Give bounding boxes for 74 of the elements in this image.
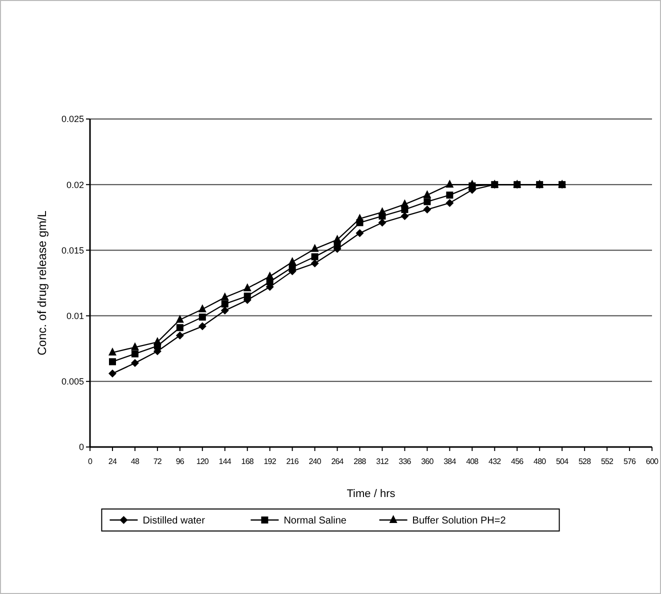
x-tick-label: 0 [88,457,93,466]
point [423,190,432,198]
x-tick-label: 216 [286,457,300,466]
legend-label: Buffer Solution PH=2 [412,516,506,526]
point [220,292,229,300]
point [131,350,138,358]
point [108,358,116,366]
x-tick-label: 384 [444,457,457,466]
point [468,180,476,188]
point [244,292,251,300]
point [266,271,274,280]
point [446,192,454,199]
point [221,300,228,308]
point [400,212,409,220]
point [424,198,431,206]
x-tick-label: 240 [308,457,322,466]
point [378,207,386,216]
x-tick-label: 192 [264,457,277,466]
x-tick-label: 96 [176,457,185,466]
x-tick-label: 528 [578,457,592,466]
x-tick-label: 552 [600,457,614,466]
y-tick-label: 0.02 [66,180,84,190]
point [423,206,432,214]
x-tick-label: 408 [466,457,480,466]
x-tick-label: 48 [130,457,140,466]
x-tick-label: 312 [376,457,390,466]
x-tick-label: 432 [488,457,502,466]
y-axis-title: Conc. of drug release gm/L [35,210,49,356]
x-tick-label: 120 [196,457,210,466]
point [311,253,318,260]
point [446,198,454,207]
point [108,348,116,356]
point [176,324,184,332]
point [108,370,116,378]
point [130,359,139,368]
x-tick-label: 24 [108,457,118,466]
point [130,342,139,350]
x-tick-label: 456 [511,457,524,466]
point [310,244,319,252]
x-tick-label: 168 [241,457,254,466]
x-tick-label: 576 [623,457,637,466]
y-tick-label: 0.01 [66,310,84,321]
x-tick-label: 504 [556,457,570,466]
legend-label: Distilled water [142,516,206,526]
point [176,314,184,323]
point [176,331,184,340]
y-tick-label: 0.015 [61,245,84,256]
y-tick-label: 0 [78,442,84,452]
x-tick-label: 144 [218,457,232,466]
point [198,304,206,312]
point [356,229,364,238]
x-tick-label: 72 [153,457,162,466]
point [356,214,364,222]
point [220,306,229,315]
point [243,283,252,292]
point [288,257,296,266]
x-axis-title: Time / hrs [346,488,396,500]
x-tick-label: 480 [534,457,547,466]
point [153,337,162,346]
y-tick-label: 0.005 [61,376,84,387]
point [333,234,342,243]
legend-label: Normal Saline [284,516,347,526]
point [198,314,206,321]
y-tick-label: 0.025 [61,114,84,124]
x-tick-label: 600 [646,457,660,466]
point [310,259,319,268]
x-tick-label: 360 [421,457,434,466]
point [446,180,454,188]
point [400,199,409,208]
point [198,322,206,330]
x-tick-label: 336 [398,457,412,466]
x-tick-label: 264 [331,457,344,466]
point [378,218,386,227]
x-tick-label: 288 [354,457,367,466]
